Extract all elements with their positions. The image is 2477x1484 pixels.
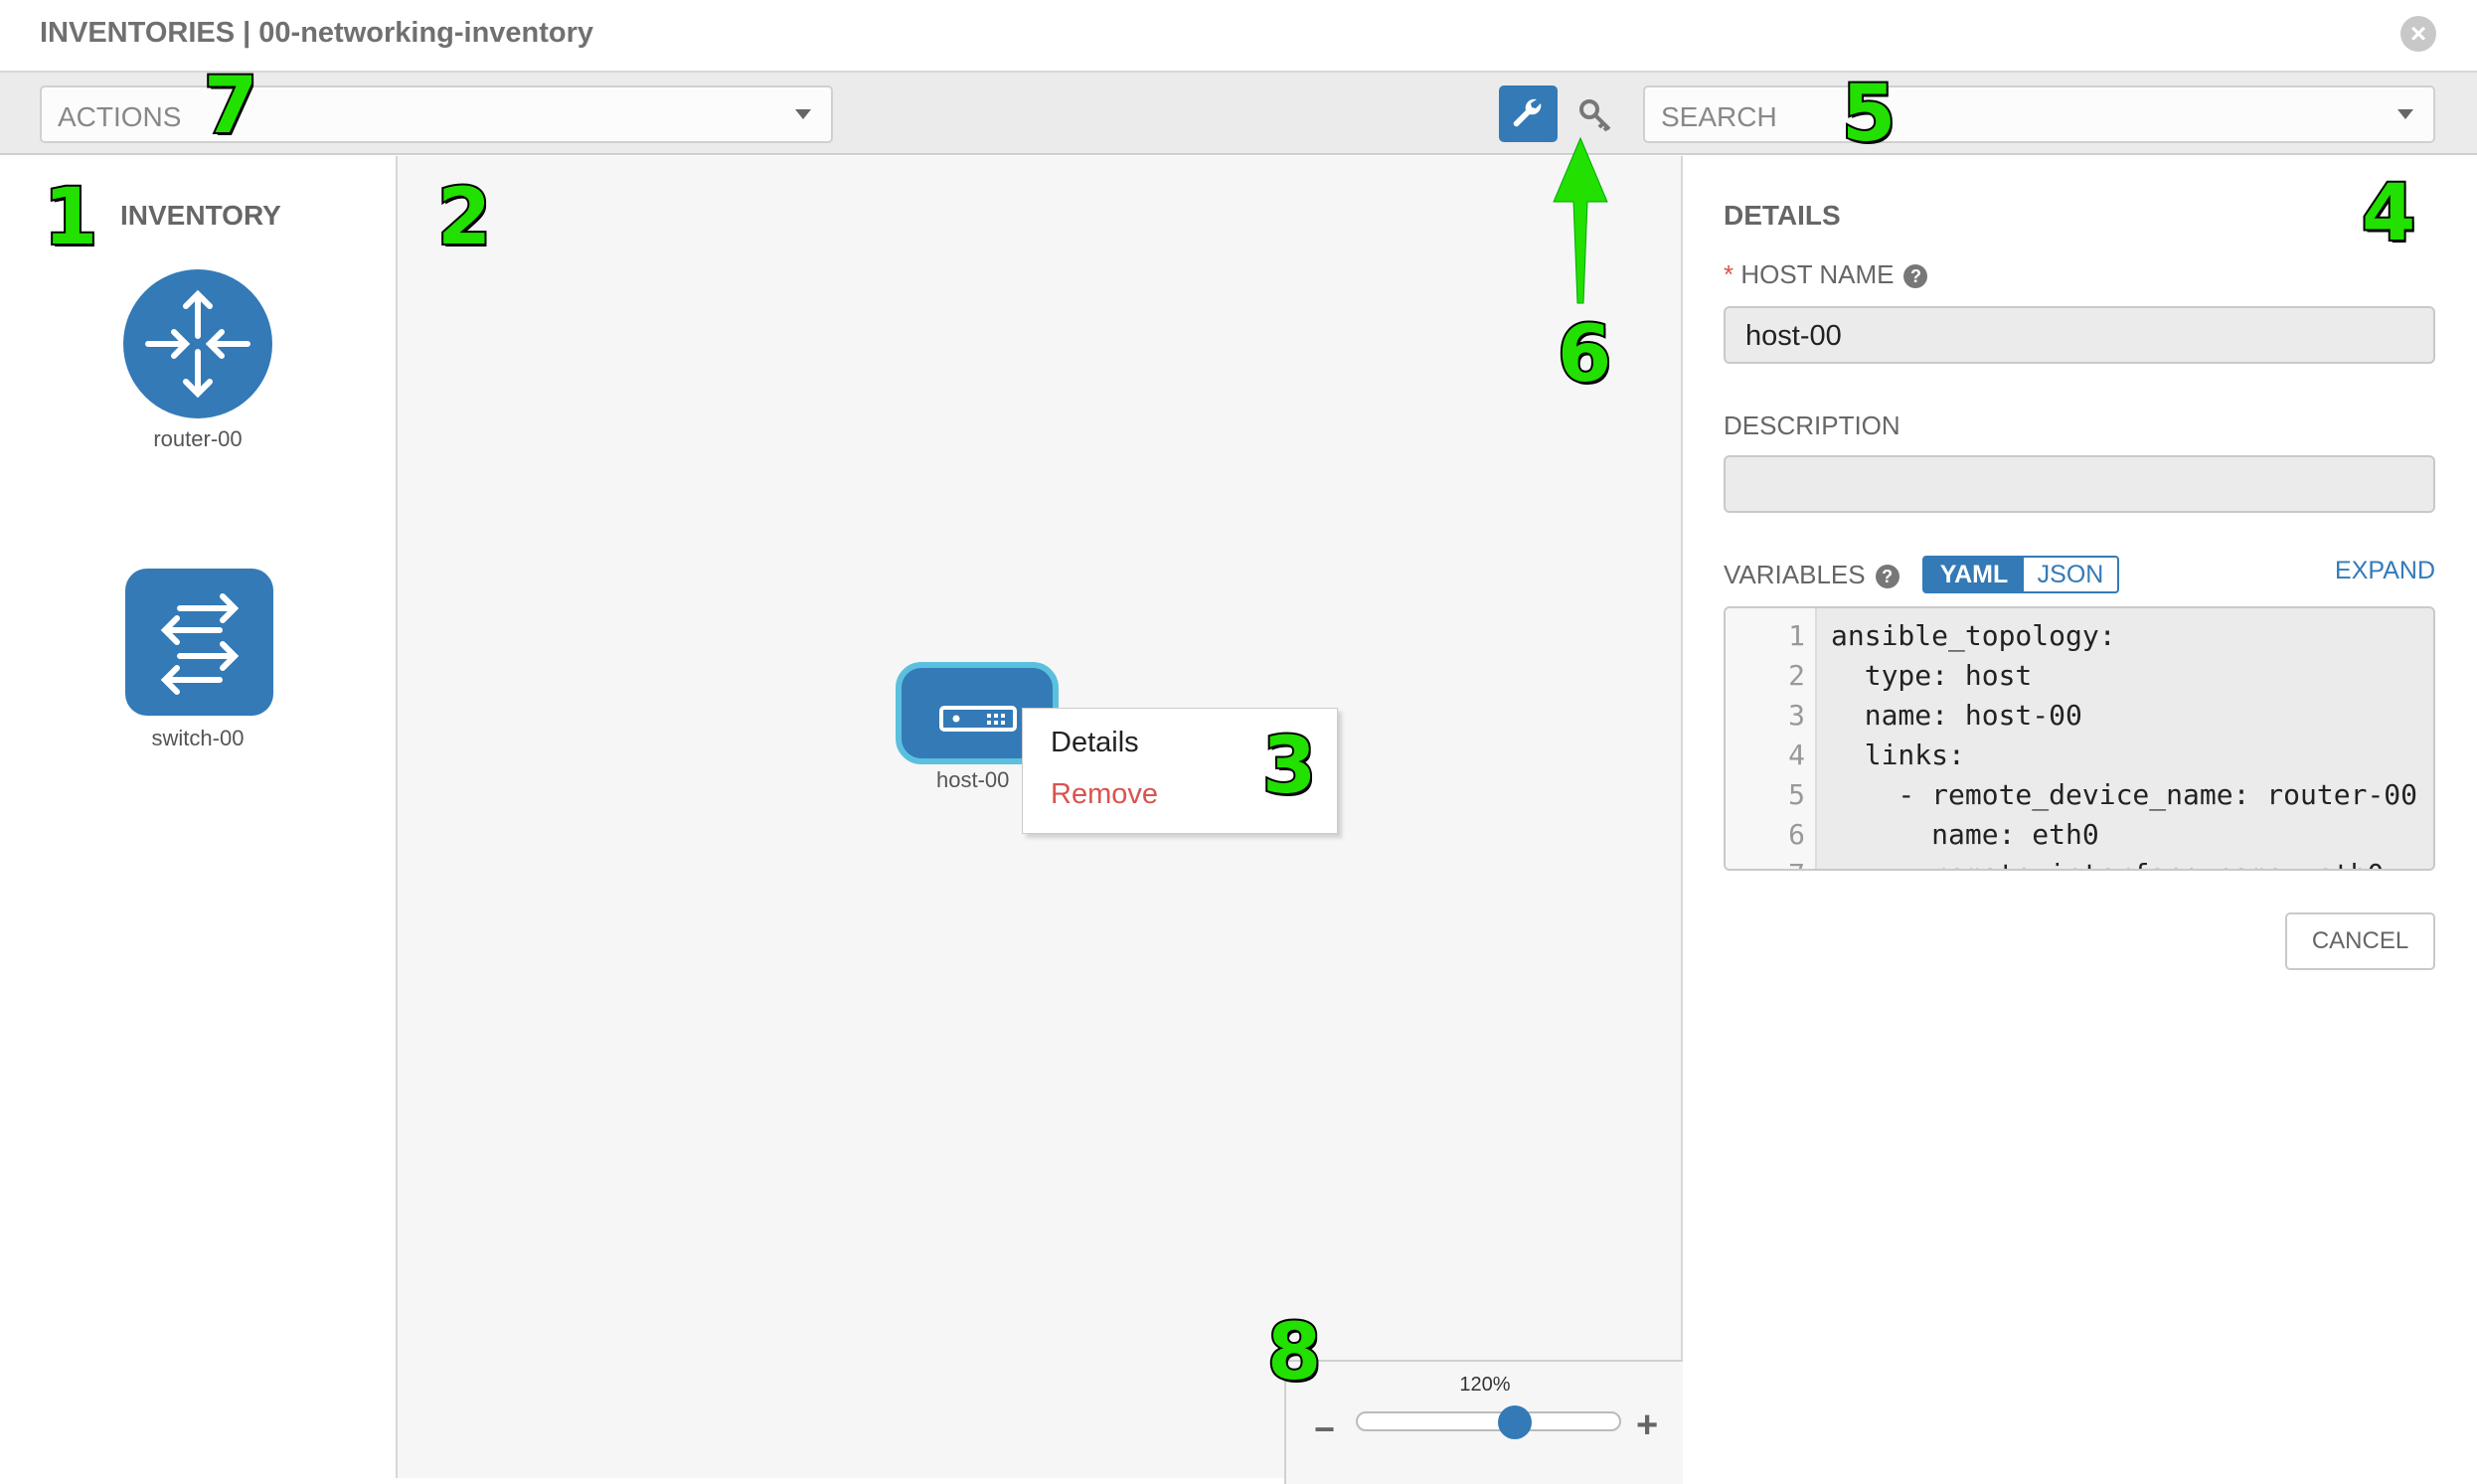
- code-text: name: host-00: [1831, 699, 2082, 732]
- zoom-out-button[interactable]: −: [1314, 1408, 1336, 1449]
- annotation-arrow-icon: [1553, 136, 1608, 304]
- wrench-icon: [1513, 98, 1542, 127]
- annotation-6: 6: [1556, 310, 1613, 400]
- annotation-8: 8: [1265, 1308, 1323, 1398]
- code-text: ansible_topology:: [1831, 619, 2116, 652]
- cancel-button[interactable]: CANCEL: [2285, 912, 2435, 970]
- variables-label: VARIABLES?: [1724, 560, 1899, 590]
- annotation-1: 1: [42, 173, 99, 262]
- help-icon[interactable]: ?: [1903, 264, 1928, 289]
- wrench-button[interactable]: [1499, 85, 1558, 142]
- actions-dropdown[interactable]: ACTIONS: [40, 85, 833, 143]
- code-text: name: eth0: [1831, 818, 2099, 851]
- toolbar: ACTIONS SEARCH: [0, 73, 2477, 155]
- switch-icon: [160, 593, 240, 695]
- line-number: 7: [1726, 855, 1805, 869]
- host-name-input[interactable]: host-00: [1724, 306, 2435, 364]
- chevron-down-icon: [795, 109, 811, 119]
- host-name-label: * HOST NAME?: [1724, 259, 1928, 290]
- zoom-slider-handle[interactable]: [1498, 1405, 1532, 1439]
- variables-editor[interactable]: 1 ansible_topology: 2 type: host 3 name: ho…: [1724, 606, 2435, 871]
- code-line: 2 type: host: [1726, 656, 2417, 696]
- zoom-slider[interactable]: [1356, 1411, 1621, 1431]
- description-label: DESCRIPTION: [1724, 411, 1900, 440]
- code-text: links:: [1831, 739, 1965, 771]
- annotation-4: 4: [2360, 169, 2417, 258]
- router-label: router-00: [153, 426, 243, 451]
- yaml-toggle[interactable]: YAML: [1924, 558, 2024, 591]
- variables-text: VARIABLES: [1724, 560, 1866, 589]
- host-icon: [939, 706, 1017, 732]
- search-placeholder: SEARCH: [1661, 101, 1777, 132]
- context-menu: Details Remove: [1022, 708, 1338, 834]
- format-toggle: YAML JSON: [1922, 556, 2119, 593]
- line-number: 3: [1788, 699, 1805, 732]
- key-button[interactable]: [1575, 95, 1615, 135]
- line-number: 2: [1788, 659, 1805, 692]
- switch-label: switch-00: [151, 726, 245, 750]
- json-toggle[interactable]: JSON: [2037, 561, 2104, 588]
- help-icon[interactable]: ?: [1875, 565, 1899, 589]
- annotation-3: 3: [1260, 722, 1318, 811]
- required-mark: *: [1724, 259, 1734, 289]
- line-gutter: [1726, 608, 1817, 869]
- switch-item[interactable]: [125, 569, 273, 716]
- line-number: 5: [1788, 778, 1805, 811]
- close-icon[interactable]: ×: [2400, 16, 2436, 52]
- menu-item-remove[interactable]: Remove: [1051, 778, 1158, 810]
- line-number: 6: [1788, 818, 1805, 851]
- line-number: 4: [1788, 739, 1805, 771]
- router-item[interactable]: [123, 269, 272, 418]
- zoom-in-button[interactable]: +: [1636, 1404, 1659, 1446]
- code-text: type: host: [1831, 659, 2033, 692]
- details-panel: DETAILS * HOST NAME? host-00 DESCRIPTION…: [1684, 156, 2477, 1478]
- annotation-7: 7: [202, 62, 259, 151]
- expand-link[interactable]: EXPAND: [2335, 557, 2435, 584]
- code-text: remote_interface_name: eth0: [1831, 855, 2384, 869]
- code-line: 6 name: eth0: [1726, 815, 2417, 855]
- menu-item-details[interactable]: Details: [1051, 727, 1139, 758]
- annotation-5: 5: [1840, 70, 1898, 159]
- host-label: host-00: [936, 767, 1010, 792]
- actions-placeholder: ACTIONS: [58, 101, 182, 132]
- zoom-level: 120%: [1459, 1374, 1511, 1396]
- code-text: - remote_device_name: router-00: [1831, 778, 2418, 811]
- router-icon: [145, 289, 250, 399]
- page-title: INVENTORIES | 00-networking-inventory: [40, 17, 594, 49]
- title-bar: INVENTORIES | 00-networking-inventory ×: [0, 0, 2477, 73]
- code-line: 7 remote_interface_name: eth0: [1726, 855, 2417, 869]
- zoom-widget: 120% − +: [1284, 1360, 1683, 1484]
- code-line: 5 - remote_device_name: router-00: [1726, 775, 2417, 815]
- description-input[interactable]: [1724, 455, 2435, 513]
- search-dropdown[interactable]: SEARCH: [1643, 85, 2435, 143]
- code-line: 1 ansible_topology:: [1726, 616, 2417, 656]
- line-number: 1: [1788, 619, 1805, 652]
- code-line: 4 links:: [1726, 736, 2417, 775]
- host-name-text: HOST NAME: [1740, 259, 1895, 289]
- inventory-panel: INVENTORY router-00 switch-00: [0, 156, 398, 1478]
- chevron-down-icon: [2397, 109, 2413, 119]
- inventory-heading: INVENTORY: [120, 200, 281, 231]
- annotation-2: 2: [435, 173, 493, 262]
- details-heading: DETAILS: [1724, 200, 1841, 231]
- code-line: 3 name: host-00: [1726, 696, 2417, 736]
- key-icon: [1579, 99, 1611, 132]
